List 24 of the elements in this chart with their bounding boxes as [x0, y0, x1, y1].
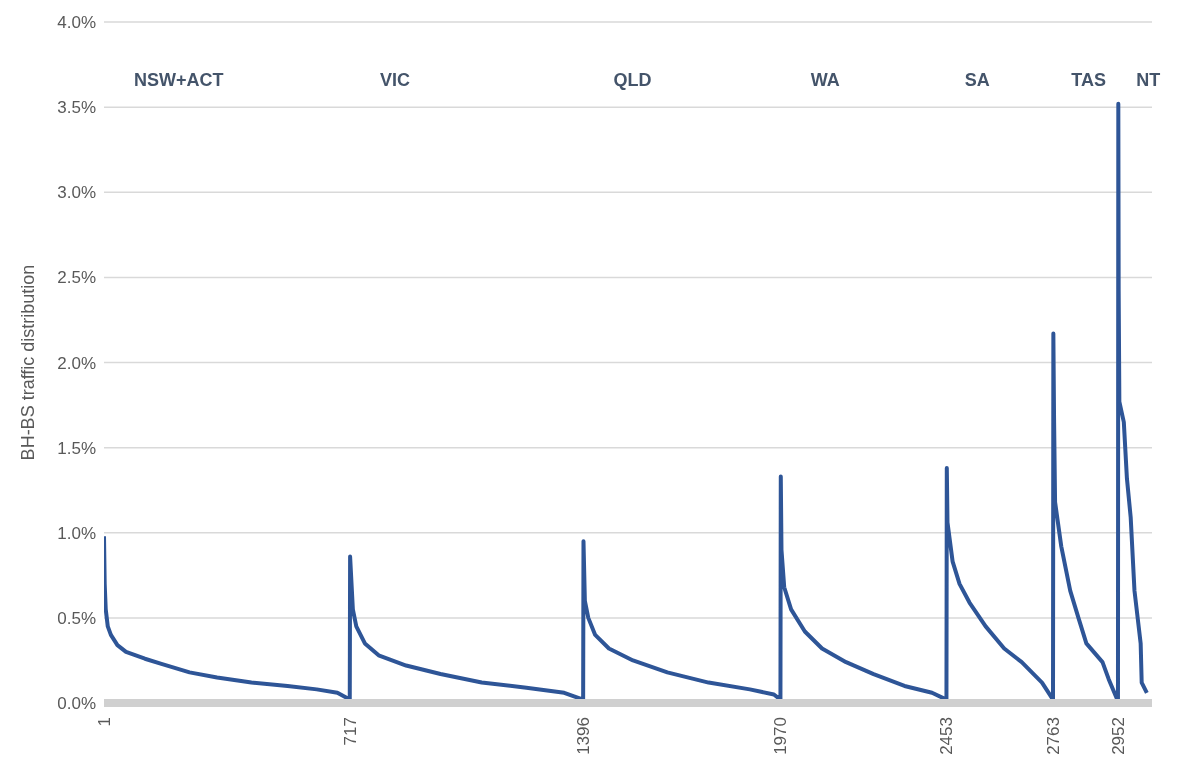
annotation: NT: [1136, 69, 1161, 90]
annotation: TAS: [1071, 69, 1107, 90]
y-tick-label: 1.5%: [57, 438, 96, 458]
annotation: QLD: [613, 69, 652, 90]
y-tick-label: 3.0%: [57, 183, 96, 203]
annotation: SA: [964, 69, 990, 90]
y-tick-label: 0.0%: [57, 694, 96, 714]
y-tick-label: 2.0%: [57, 353, 96, 373]
x-tick-label: 2763: [1043, 717, 1063, 755]
x-tick-label: 717: [340, 717, 360, 746]
y-tick-label: 3.5%: [57, 98, 96, 118]
y-tick-label: 1.0%: [57, 523, 96, 543]
annotation: WA: [810, 69, 840, 90]
x-tick-label: 1: [94, 717, 114, 727]
y-tick-label: 0.5%: [57, 608, 96, 628]
x-tick-label: 1396: [573, 717, 593, 755]
y-tick-label: 4.0%: [57, 13, 96, 33]
x-tick-label: 2453: [937, 717, 957, 755]
x-tick-label: 1970: [771, 717, 791, 755]
annotation: VIC: [380, 69, 411, 90]
y-tick-label: 2.5%: [57, 268, 96, 288]
x-tick-label: 2952: [1108, 717, 1128, 755]
annotation: NSW+ACT: [134, 69, 224, 90]
y-axis-title: BH-BS traffic distribution: [18, 264, 39, 461]
